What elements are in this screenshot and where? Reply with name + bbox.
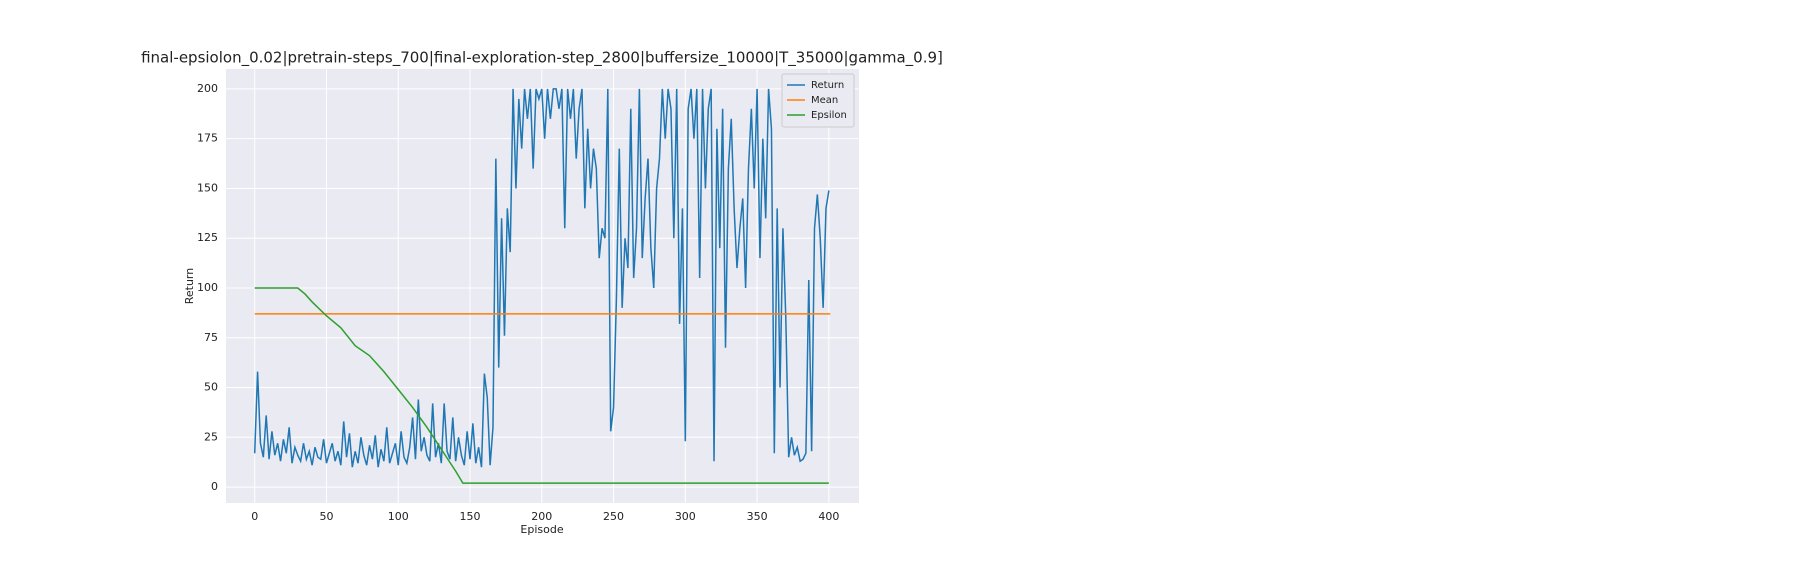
x-tick-label: 0 xyxy=(251,510,258,523)
y-tick-label: 75 xyxy=(204,331,218,344)
y-tick-label: 100 xyxy=(197,281,218,294)
series-line xyxy=(253,88,830,468)
x-tick-label: 50 xyxy=(319,510,333,523)
x-tick-label: 350 xyxy=(747,510,768,523)
y-tick-label: 150 xyxy=(197,181,218,194)
y-tick-label: 0 xyxy=(211,480,218,493)
x-tick-label: 250 xyxy=(603,510,624,523)
y-tick-label: 175 xyxy=(197,132,218,145)
x-tick-label: 300 xyxy=(675,510,696,523)
y-axis-label: Return xyxy=(183,268,196,305)
y-tick-label: 25 xyxy=(204,430,218,443)
x-tick-label: 200 xyxy=(531,510,552,523)
plot-area xyxy=(226,69,859,503)
y-tick-label: 200 xyxy=(197,82,218,95)
x-tick-label: 400 xyxy=(818,510,839,523)
legend: Return Mean Epsilon xyxy=(781,73,855,128)
series-line xyxy=(254,287,829,484)
legend-label: Epsilon xyxy=(811,110,847,121)
x-axis-label: Episode xyxy=(520,523,563,536)
y-tick-label: 125 xyxy=(197,231,218,244)
lines xyxy=(253,88,831,484)
legend-label: Mean xyxy=(811,95,838,106)
x-tick-label: 100 xyxy=(388,510,409,523)
chart-title: final-epsiolon_0.02|pretrain-steps_700|f… xyxy=(141,49,943,68)
x-tick-label: 150 xyxy=(460,510,481,523)
legend-label: Return xyxy=(811,80,844,91)
y-tick-label: 50 xyxy=(204,381,218,394)
legend-box xyxy=(781,73,855,128)
